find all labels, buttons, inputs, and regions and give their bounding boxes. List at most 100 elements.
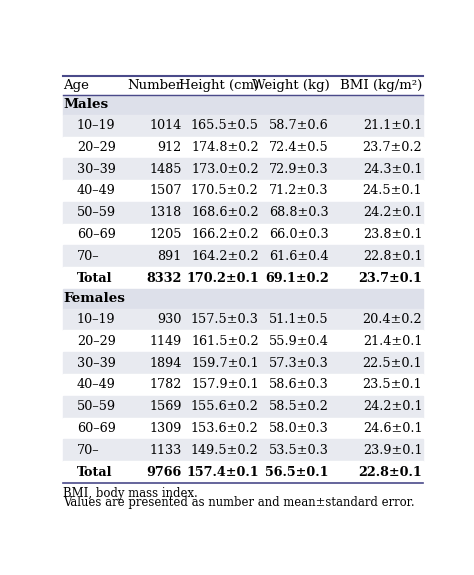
Bar (63, 224, 423, 246)
Text: 1894: 1894 (149, 356, 182, 370)
Bar (63, 352, 423, 374)
Text: 161.5±0.2: 161.5±0.2 (191, 335, 259, 348)
Text: 22.8±0.1: 22.8±0.1 (363, 250, 422, 263)
Text: 61.6±0.4: 61.6±0.4 (269, 250, 328, 263)
Text: 20.4±0.2: 20.4±0.2 (363, 313, 422, 326)
Text: 930: 930 (157, 313, 182, 326)
Bar (63, 136, 423, 158)
Text: 170.2±0.1: 170.2±0.1 (186, 271, 259, 285)
Bar (63, 115, 423, 136)
Text: 23.7±0.2: 23.7±0.2 (363, 141, 422, 154)
Text: 891: 891 (157, 250, 182, 263)
Text: 57.3±0.3: 57.3±0.3 (269, 356, 328, 370)
Text: 912: 912 (157, 141, 182, 154)
Text: 21.4±0.1: 21.4±0.1 (363, 335, 422, 348)
Text: Values are presented as number and mean±standard error.: Values are presented as number and mean±… (63, 496, 415, 509)
Text: 155.6±0.2: 155.6±0.2 (191, 400, 259, 413)
Bar (63, 202, 423, 224)
Text: 1485: 1485 (149, 163, 182, 176)
Text: Total: Total (77, 271, 112, 285)
Text: 8332: 8332 (146, 271, 182, 285)
Text: 1205: 1205 (149, 228, 182, 241)
Text: Males: Males (63, 98, 108, 112)
Text: BMI (kg/m²): BMI (kg/m²) (340, 79, 422, 92)
Text: 168.6±0.2: 168.6±0.2 (191, 206, 259, 219)
Text: 20–29: 20–29 (77, 335, 116, 348)
Text: 24.5±0.1: 24.5±0.1 (363, 185, 422, 197)
Text: 58.7±0.6: 58.7±0.6 (269, 119, 328, 132)
Text: 30–39: 30–39 (77, 356, 116, 370)
Bar (63, 309, 423, 331)
Text: 58.6±0.3: 58.6±0.3 (269, 378, 328, 392)
Text: 157.9±0.1: 157.9±0.1 (191, 378, 259, 392)
Text: 159.7±0.1: 159.7±0.1 (191, 356, 259, 370)
Bar (63, 95, 423, 115)
Text: 153.6±0.2: 153.6±0.2 (191, 422, 259, 435)
Text: 165.5±0.5: 165.5±0.5 (191, 119, 259, 132)
Text: 173.0±0.2: 173.0±0.2 (191, 163, 259, 176)
Bar (63, 76, 423, 95)
Text: Age: Age (63, 79, 89, 92)
Text: 157.4±0.1: 157.4±0.1 (186, 466, 259, 478)
Text: 1309: 1309 (149, 422, 182, 435)
Text: 24.6±0.1: 24.6±0.1 (363, 422, 422, 435)
Text: 55.9±0.4: 55.9±0.4 (269, 335, 328, 348)
Text: Number: Number (127, 79, 182, 92)
Text: 70–: 70– (77, 250, 100, 263)
Text: 1782: 1782 (149, 378, 182, 392)
Text: 24.2±0.1: 24.2±0.1 (363, 206, 422, 219)
Text: 1318: 1318 (149, 206, 182, 219)
Text: 1014: 1014 (149, 119, 182, 132)
Bar (63, 180, 423, 202)
Text: 66.0±0.3: 66.0±0.3 (269, 228, 328, 241)
Text: 23.9±0.1: 23.9±0.1 (363, 444, 422, 457)
Text: 1507: 1507 (149, 185, 182, 197)
Bar (63, 417, 423, 439)
Text: 72.4±0.5: 72.4±0.5 (269, 141, 328, 154)
Text: 1133: 1133 (149, 444, 182, 457)
Text: 1149: 1149 (149, 335, 182, 348)
Bar (63, 396, 423, 417)
Text: 24.2±0.1: 24.2±0.1 (363, 400, 422, 413)
Text: BMI, body mass index.: BMI, body mass index. (63, 486, 198, 500)
Bar (63, 289, 423, 309)
Text: 23.5±0.1: 23.5±0.1 (363, 378, 422, 392)
Bar (63, 267, 423, 289)
Text: 166.2±0.2: 166.2±0.2 (191, 228, 259, 241)
Text: 58.5±0.2: 58.5±0.2 (269, 400, 328, 413)
Bar (63, 158, 423, 180)
Text: 170.5±0.2: 170.5±0.2 (191, 185, 259, 197)
Text: 69.1±0.2: 69.1±0.2 (265, 271, 328, 285)
Text: 71.2±0.3: 71.2±0.3 (269, 185, 328, 197)
Text: 58.0±0.3: 58.0±0.3 (269, 422, 328, 435)
Text: 40–49: 40–49 (77, 185, 116, 197)
Text: 68.8±0.3: 68.8±0.3 (269, 206, 328, 219)
Text: 70–: 70– (77, 444, 100, 457)
Bar (63, 246, 423, 267)
Text: 9766: 9766 (146, 466, 182, 478)
Text: 53.5±0.3: 53.5±0.3 (269, 444, 328, 457)
Bar (63, 331, 423, 352)
Text: 56.5±0.1: 56.5±0.1 (265, 466, 328, 478)
Bar (63, 439, 423, 461)
Text: Females: Females (63, 292, 125, 305)
Text: 51.1±0.5: 51.1±0.5 (269, 313, 328, 326)
Text: 157.5±0.3: 157.5±0.3 (191, 313, 259, 326)
Text: 22.8±0.1: 22.8±0.1 (358, 466, 422, 478)
Text: 24.3±0.1: 24.3±0.1 (363, 163, 422, 176)
Text: 30–39: 30–39 (77, 163, 116, 176)
Text: 22.5±0.1: 22.5±0.1 (363, 356, 422, 370)
Text: 20–29: 20–29 (77, 141, 116, 154)
Text: 23.8±0.1: 23.8±0.1 (363, 228, 422, 241)
Bar (63, 374, 423, 396)
Text: 23.7±0.1: 23.7±0.1 (358, 271, 422, 285)
Text: 10–19: 10–19 (77, 313, 116, 326)
Text: 72.9±0.3: 72.9±0.3 (269, 163, 328, 176)
Text: 164.2±0.2: 164.2±0.2 (191, 250, 259, 263)
Text: 149.5±0.2: 149.5±0.2 (191, 444, 259, 457)
Text: 174.8±0.2: 174.8±0.2 (191, 141, 259, 154)
Text: Weight (kg): Weight (kg) (252, 79, 329, 92)
Bar (63, 461, 423, 483)
Text: Height (cm): Height (cm) (179, 79, 259, 92)
Text: 1569: 1569 (149, 400, 182, 413)
